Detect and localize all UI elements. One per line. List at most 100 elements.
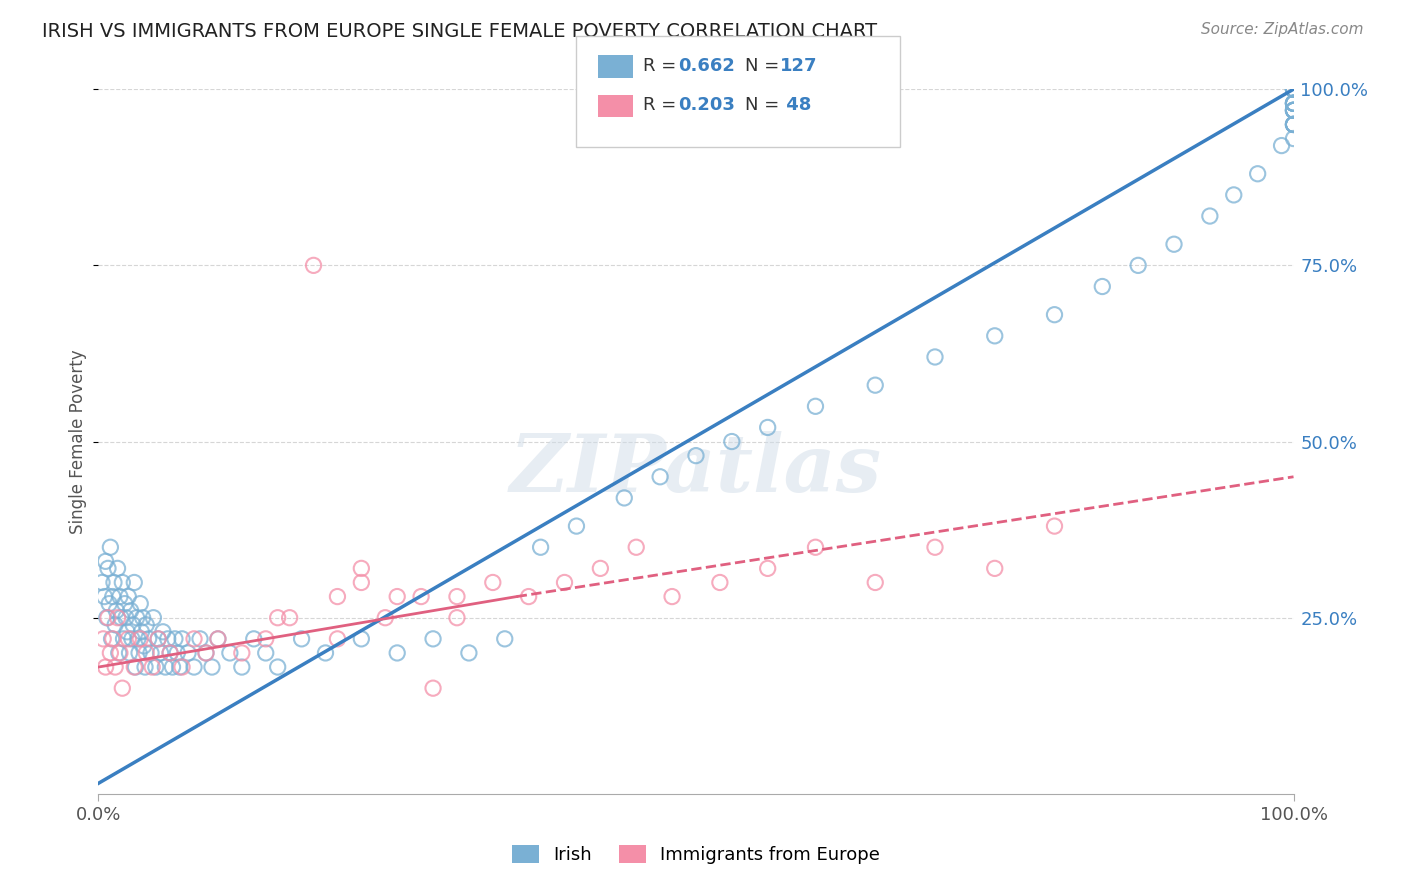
Y-axis label: Single Female Poverty: Single Female Poverty [69, 350, 87, 533]
Point [117, 590, 139, 604]
Point [1282, 96, 1305, 111]
Point [924, 540, 946, 554]
Point [1282, 82, 1305, 96]
Point [132, 639, 155, 653]
Point [104, 617, 127, 632]
Point [350, 575, 373, 590]
Point [1282, 82, 1305, 96]
Point [1282, 82, 1305, 96]
Point [97, 610, 120, 624]
Point [98, 646, 122, 660]
Point [94, 660, 117, 674]
Point [91, 575, 114, 590]
Point [104, 660, 127, 674]
Point [172, 632, 194, 646]
Point [267, 610, 290, 624]
Point [127, 632, 149, 646]
Point [155, 660, 177, 674]
Point [107, 561, 129, 575]
Point [1282, 96, 1305, 111]
Point [103, 575, 125, 590]
Point [1282, 103, 1305, 118]
Point [159, 646, 181, 660]
Point [124, 660, 146, 674]
Point [107, 610, 129, 624]
Point [1282, 103, 1305, 118]
Text: N =: N = [745, 57, 785, 75]
Point [148, 632, 170, 646]
Point [924, 350, 946, 364]
Point [411, 590, 433, 604]
Point [709, 575, 731, 590]
Point [111, 575, 134, 590]
Point [1091, 279, 1114, 293]
Point [661, 590, 683, 604]
Point [149, 646, 172, 660]
Point [865, 575, 887, 590]
Point [120, 604, 142, 618]
Point [115, 610, 138, 624]
Point [1282, 82, 1305, 96]
Point [96, 610, 118, 624]
Point [148, 632, 170, 646]
Point [1282, 117, 1305, 131]
Point [195, 646, 218, 660]
Text: R =: R = [643, 96, 682, 114]
Point [121, 632, 143, 646]
Point [267, 660, 290, 674]
Point [101, 590, 124, 604]
Point [1282, 96, 1305, 111]
Point [117, 632, 139, 646]
Point [128, 646, 150, 660]
Point [201, 660, 224, 674]
Point [1282, 82, 1305, 96]
Point [517, 590, 540, 604]
Point [183, 660, 205, 674]
Point [162, 660, 184, 674]
Point [1282, 82, 1305, 96]
Point [207, 632, 229, 646]
Text: 0.203: 0.203 [678, 96, 734, 114]
Point [721, 434, 744, 449]
Text: IRISH VS IMMIGRANTS FROM EUROPE SINGLE FEMALE POVERTY CORRELATION CHART: IRISH VS IMMIGRANTS FROM EUROPE SINGLE F… [42, 22, 877, 41]
Point [1282, 103, 1305, 118]
Point [93, 590, 115, 604]
Text: R =: R = [643, 57, 682, 75]
Point [1282, 96, 1305, 111]
Point [129, 597, 152, 611]
Point [446, 610, 468, 624]
Point [374, 610, 396, 624]
Point [97, 561, 120, 575]
Point [530, 540, 553, 554]
Point [124, 575, 146, 590]
Point [100, 632, 122, 646]
Point [446, 590, 468, 604]
Point [131, 624, 153, 639]
Point [626, 540, 648, 554]
Point [177, 646, 200, 660]
Point [195, 646, 218, 660]
Point [159, 646, 181, 660]
Point [385, 590, 409, 604]
Point [278, 610, 301, 624]
Point [1282, 117, 1305, 131]
Point [589, 561, 612, 575]
Point [254, 646, 277, 660]
Point [135, 646, 157, 660]
Point [1282, 103, 1305, 118]
Point [1282, 103, 1305, 118]
Point [350, 632, 373, 646]
Point [254, 632, 277, 646]
Point [984, 328, 1007, 343]
Legend: Irish, Immigrants from Europe: Irish, Immigrants from Europe [505, 838, 887, 871]
Point [804, 399, 827, 413]
Point [131, 610, 153, 624]
Point [101, 632, 124, 646]
Point [554, 575, 576, 590]
Text: N =: N = [745, 96, 785, 114]
Point [129, 632, 152, 646]
Point [1282, 96, 1305, 111]
Point [422, 681, 444, 696]
Point [494, 632, 516, 646]
Point [134, 660, 156, 674]
